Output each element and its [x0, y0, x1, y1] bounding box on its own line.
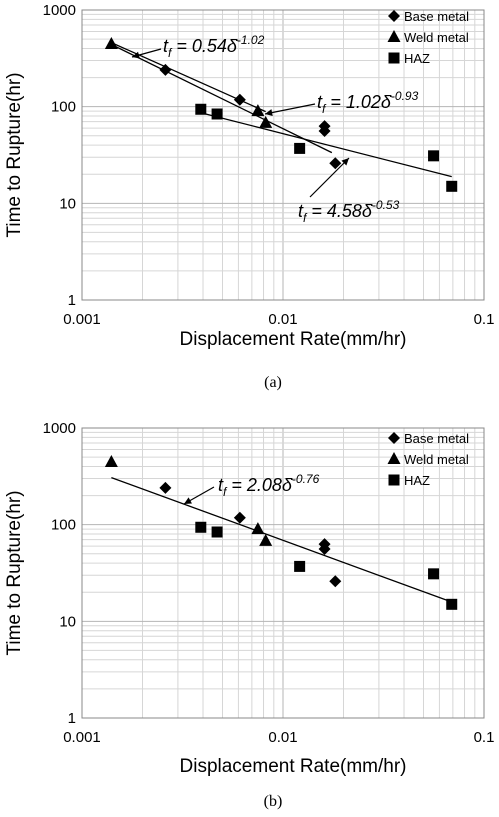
eq-prefix: t — [298, 201, 304, 221]
annotation-arrow — [264, 103, 316, 115]
legend-label: HAZ — [404, 473, 430, 488]
y-tick-label: 1000 — [43, 2, 76, 19]
x-axis-label: Displacement Rate(mm/hr) — [180, 756, 407, 777]
legend-label: Base metal — [404, 9, 469, 24]
arrow-head — [341, 158, 349, 166]
legend-marker-diamond — [388, 432, 400, 444]
fit-line — [111, 43, 333, 154]
data-point-square — [428, 150, 440, 162]
y-tick-label: 1000 — [43, 420, 76, 437]
legend-label: Base metal — [404, 431, 469, 446]
data-point-square — [428, 568, 440, 580]
panel-a-chart: 0.001 0.01 0.1 1 10 100 1000 Displacement Rate(… — [4, 2, 494, 391]
panel-label: (a) — [264, 374, 282, 391]
x-tick-label: 0.1 — [474, 729, 495, 746]
data-point-triangle — [251, 522, 265, 535]
legend-marker-diamond — [388, 10, 400, 22]
fit-line — [111, 476, 452, 603]
y-tick-label: 10 — [59, 195, 76, 212]
data-point-square — [294, 560, 306, 572]
legend-marker-square — [388, 52, 400, 64]
data-point-square — [294, 142, 306, 154]
data-point-diamond — [159, 63, 172, 76]
data-point-square — [446, 180, 458, 192]
data-point-diamond — [329, 575, 342, 588]
x-tick-label: 0.001 — [63, 729, 101, 746]
eq-superscript: -0.53 — [372, 198, 400, 212]
data-point-diamond — [329, 157, 342, 170]
eq-subscript: f — [322, 102, 327, 116]
eq-superscript: -1.02 — [237, 33, 265, 47]
legend-marker-triangle — [387, 452, 401, 464]
data-point-square — [195, 521, 207, 533]
eq-prefix: t — [163, 36, 169, 56]
arrow-head — [184, 497, 192, 504]
y-tick-label: 1 — [68, 292, 76, 309]
arrow-head — [132, 51, 140, 59]
panel-label: (b) — [264, 793, 283, 810]
data-point-diamond — [318, 125, 331, 138]
data-point-triangle — [104, 36, 118, 49]
y-tick-label: 10 — [59, 613, 76, 630]
y-tick-label: 1 — [68, 710, 76, 727]
legend-label: Weld metal — [404, 30, 469, 45]
y-tick-label: 100 — [51, 99, 76, 116]
x-tick-label: 0.1 — [474, 311, 495, 328]
x-tick-label: 0.01 — [268, 729, 297, 746]
legend-marker-square — [388, 474, 400, 486]
eq-subscript: f — [168, 46, 173, 60]
legend-label: Weld metal — [404, 452, 469, 467]
data-point-diamond — [233, 93, 246, 106]
eq-superscript: -0.93 — [391, 89, 419, 103]
data-point-diamond — [159, 481, 172, 494]
eq-body: = 4.58δ̇ — [306, 201, 373, 221]
data-point-triangle — [251, 104, 265, 117]
plot-frame — [81, 9, 485, 301]
data-point-triangle — [259, 533, 273, 546]
eq-superscript: -0.76 — [292, 472, 320, 486]
fit-line — [200, 112, 452, 178]
eq-prefix: t — [218, 475, 224, 495]
plot-frame — [81, 427, 485, 719]
x-tick-label: 0.01 — [268, 311, 297, 328]
data-point-square — [446, 598, 458, 610]
data-point-square — [195, 103, 207, 115]
x-tick-label: 0.001 — [63, 311, 101, 328]
data-point-diamond — [318, 543, 331, 556]
arrow-head — [265, 109, 273, 116]
data-point-square — [211, 108, 223, 120]
eq-body: = 1.02δ̇ — [325, 92, 392, 112]
fit-equation: tf = 1.02δ̇-0.93 — [317, 89, 419, 116]
fit-equation: tf = 2.08δ̇-0.76 — [218, 472, 320, 499]
data-point-triangle — [259, 115, 273, 128]
data-point-triangle — [104, 454, 118, 467]
annotation-arrow — [309, 157, 350, 198]
eq-body: = 0.54δ̇ — [171, 36, 238, 56]
fit-equation: tf = 0.54δ̇-1.02 — [163, 33, 265, 60]
x-axis-label: Displacement Rate(mm/hr) — [180, 329, 407, 350]
eq-body: = 2.08δ̇ — [226, 475, 293, 495]
y-tick-label: 100 — [51, 517, 76, 534]
panel-b-chart: 0.001 0.01 0.1 1 10 100 1000 Displacement Rate(… — [4, 420, 494, 810]
legend-marker-triangle — [387, 30, 401, 42]
y-axis-label: Time to Rupture(hr) — [4, 490, 25, 655]
fit-equation: tf = 4.58δ̇-0.53 — [298, 198, 400, 225]
y-axis-label: Time to Rupture(hr) — [4, 72, 25, 237]
legend-label: HAZ — [404, 51, 430, 66]
eq-prefix: t — [317, 92, 323, 112]
data-point-square — [211, 526, 223, 538]
eq-subscript: f — [223, 485, 228, 499]
eq-subscript: f — [303, 211, 308, 225]
data-point-diamond — [233, 511, 246, 524]
